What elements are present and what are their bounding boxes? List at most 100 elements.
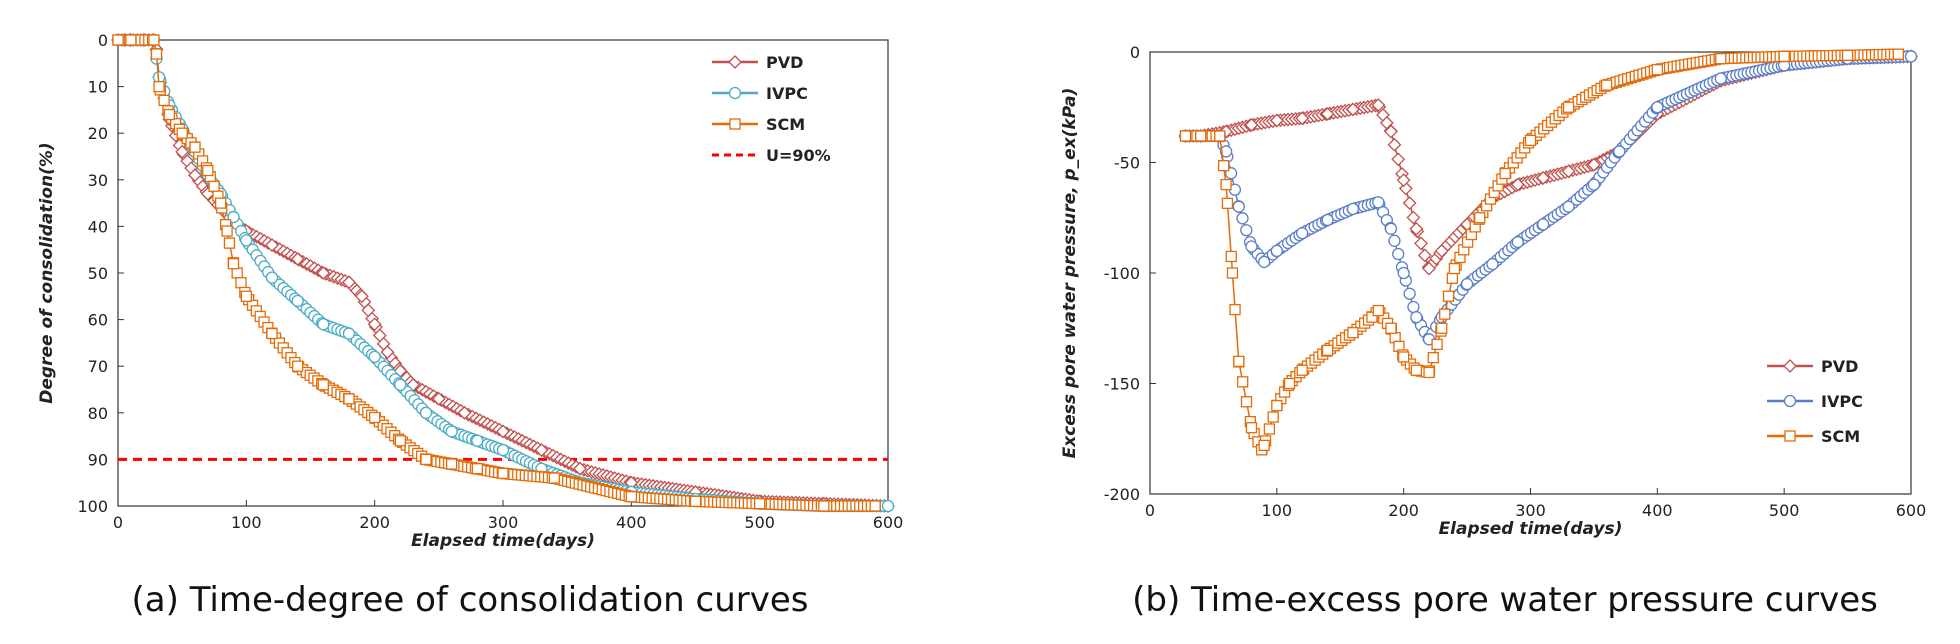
data-point-pvd (188, 168, 202, 183)
y-tick-label: 40 (88, 217, 108, 236)
data-point-ivpc (1258, 255, 1271, 269)
data-point-pvd (1244, 118, 1259, 132)
data-point-ivpc (1651, 101, 1664, 114)
data-point-scm (292, 360, 304, 372)
data-point-ivpc (881, 499, 895, 513)
y-tick-label: -100 (1104, 264, 1140, 283)
data-point-pvd (1391, 152, 1406, 167)
data-point-scm (1474, 212, 1486, 224)
data-point-pvd (1346, 102, 1360, 117)
x-tick-label: 100 (1262, 501, 1293, 520)
data-point-ivpc (1296, 227, 1309, 240)
x-tick-label: 200 (1388, 501, 1419, 520)
data-point-ivpc (291, 294, 304, 308)
data-point-scm (1271, 399, 1283, 412)
series-scm (112, 34, 881, 512)
data-point-scm (240, 290, 252, 302)
legend: PVD IVPC SCM (1767, 357, 1863, 446)
data-point-scm (1448, 262, 1461, 275)
data-point-ivpc (1714, 72, 1727, 85)
data-point-ivpc (496, 443, 510, 457)
data-point-scm (1220, 178, 1232, 191)
data-point-scm (1283, 377, 1296, 390)
legend-label-scm: SCM (1821, 427, 1860, 446)
data-point-pvd (1406, 210, 1421, 225)
data-point-ivpc (1236, 212, 1249, 225)
data-point-pvd (1561, 164, 1576, 179)
data-point-scm (1499, 167, 1511, 180)
data-point-scm (1398, 351, 1410, 363)
data-point-ivpc (1346, 202, 1360, 216)
data-point-scm (215, 197, 227, 209)
y-tick-label: 70 (88, 357, 108, 376)
series-line-ivpc (1185, 55, 1912, 341)
legend-marker-pvd (728, 55, 742, 69)
data-point-ivpc (394, 378, 407, 391)
data-point-scm (1423, 366, 1435, 379)
legend-marker-scm (1784, 430, 1796, 442)
legend-label-scm: SCM (766, 115, 805, 134)
y-axis-title: Excess pore water pressure, p_ex(kPa) (1060, 88, 1080, 459)
data-point-ivpc (1904, 50, 1918, 63)
data-point-ivpc (1562, 200, 1575, 213)
legend-label-pvd: PVD (766, 53, 803, 72)
data-point-scm (1226, 267, 1239, 279)
data-point-scm (148, 34, 160, 46)
data-point-scm (1600, 79, 1613, 91)
data-point-scm (625, 491, 637, 503)
data-point-ivpc (1410, 311, 1423, 324)
data-point-scm (1347, 327, 1359, 339)
data-point-scm (1715, 52, 1727, 65)
data-point-ivpc (368, 350, 381, 364)
data-point-pvd (316, 266, 331, 280)
data-point-scm (1385, 322, 1397, 334)
data-point-scm (869, 500, 881, 512)
data-point-scm (1442, 290, 1455, 302)
data-point-scm (235, 277, 247, 289)
data-point-scm (1195, 130, 1207, 142)
data-point-ivpc (1245, 240, 1258, 253)
data-point-scm (1841, 49, 1854, 61)
data-point-ivpc (1388, 234, 1401, 247)
data-point-pvd (175, 144, 190, 159)
data-point-scm (176, 127, 188, 139)
data-point-ivpc (1321, 213, 1334, 227)
x-tick-label: 600 (1896, 501, 1927, 520)
y-tick-label: 0 (1130, 43, 1140, 62)
data-point-ivpc (1403, 287, 1416, 300)
data-point-pvd (1402, 196, 1417, 210)
data-point-pvd (457, 405, 472, 420)
data-point-scm (343, 393, 355, 405)
data-point-scm (223, 237, 236, 249)
data-point-pvd (496, 424, 510, 439)
data-point-ivpc (1397, 266, 1410, 280)
y-tick-label: 20 (88, 124, 108, 143)
x-tick-label: 400 (1642, 501, 1673, 520)
data-point-scm (150, 48, 163, 60)
data-point-pvd (1422, 261, 1436, 276)
legend-label-pvd: PVD (1821, 357, 1858, 376)
x-tick-label: 300 (1515, 501, 1546, 520)
data-point-scm (1651, 64, 1663, 76)
data-point-pvd (1510, 177, 1525, 192)
data-point-ivpc (1511, 235, 1524, 249)
legend-marker-ivpc (728, 86, 742, 100)
data-point-scm (1237, 376, 1249, 388)
legend-label-u=90: U=90% (766, 146, 831, 165)
data-point-pvd (1409, 221, 1424, 236)
x-tick-label: 0 (1145, 501, 1155, 520)
data-point-ivpc (317, 318, 330, 331)
data-point-scm (1439, 308, 1451, 320)
x-tick-label: 300 (488, 513, 519, 532)
data-point-scm (189, 141, 201, 153)
data-point-scm (754, 498, 766, 510)
data-point-scm (125, 34, 137, 46)
y-tick-label: 10 (88, 78, 108, 97)
data-point-scm (1179, 130, 1192, 142)
data-point-pvd (534, 443, 549, 457)
data-point-pvd (380, 345, 395, 360)
data-point-ivpc (1372, 196, 1385, 209)
figure-caption: (a) Time-degree of consolidation curves (132, 580, 809, 620)
data-point-scm (1258, 439, 1270, 452)
data-point-scm (231, 267, 243, 279)
